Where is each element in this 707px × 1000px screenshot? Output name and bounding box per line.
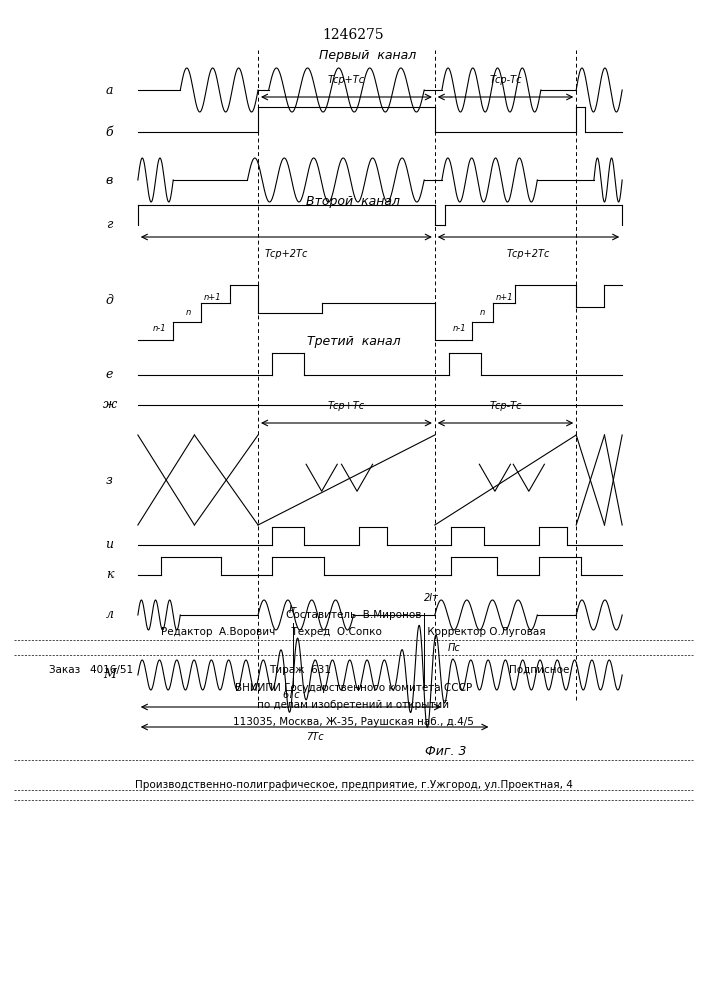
Text: n: n	[479, 308, 485, 317]
Text: 7Тс: 7Тс	[306, 732, 323, 742]
Text: д: д	[105, 294, 114, 306]
Text: к: к	[106, 568, 113, 582]
Text: по делам изобретений и открытий: по делам изобретений и открытий	[257, 700, 450, 710]
Text: Iт: Iт	[289, 605, 298, 615]
Text: в: в	[106, 174, 113, 186]
Text: Тср+2Тс: Тср+2Тс	[507, 249, 550, 259]
Text: n: n	[186, 308, 192, 317]
Text: 113035, Москва, Ж-35, Раушская наб., д.4/5: 113035, Москва, Ж-35, Раушская наб., д.4…	[233, 717, 474, 727]
Text: n-1: n-1	[452, 324, 467, 333]
Text: Третий  канал: Третий канал	[307, 336, 400, 349]
Text: Подписное: Подписное	[509, 665, 569, 675]
Text: n+1: n+1	[204, 293, 221, 302]
Text: б: б	[106, 125, 113, 138]
Text: л: л	[105, 608, 114, 621]
Text: М: М	[103, 668, 116, 682]
Text: е: е	[106, 368, 113, 381]
Text: n+1: n+1	[496, 293, 513, 302]
Text: Тср-Тс: Тср-Тс	[489, 401, 522, 411]
Text: 1246275: 1246275	[322, 28, 385, 42]
Text: и: и	[105, 538, 114, 552]
Text: Заказ   4016/51: Заказ 4016/51	[49, 665, 134, 675]
Text: ж: ж	[103, 398, 117, 412]
Text: Тср+2Тс: Тср+2Тс	[264, 249, 308, 259]
Text: з: з	[106, 474, 113, 487]
Text: Фиг. 3: Фиг. 3	[425, 745, 466, 758]
Text: г: г	[106, 219, 113, 232]
Text: Второй  канал: Второй канал	[307, 196, 400, 209]
Text: а: а	[106, 84, 113, 97]
Text: 6Тс: 6Тс	[282, 690, 300, 700]
Text: Тср-Тс: Тср-Тс	[489, 75, 522, 85]
Text: Составитель  В.Миронов: Составитель В.Миронов	[286, 610, 421, 620]
Text: ВНИИПИ Государственного комитета СССР: ВНИИПИ Государственного комитета СССР	[235, 683, 472, 693]
Text: Редактор  А.Ворович     Техред  О.Сопко              Корректор О.Луговая: Редактор А.Ворович Техред О.Сопко Коррек…	[161, 627, 546, 637]
Text: Тираж  631: Тираж 631	[269, 665, 331, 675]
Text: Тср+Тс: Тср+Тс	[328, 401, 365, 411]
Text: 2Iт: 2Iт	[424, 593, 438, 603]
Text: Пс: Пс	[448, 643, 460, 653]
Text: Производственно-полиграфическое, предприятие, г.Ужгород, ул.Проектная, 4: Производственно-полиграфическое, предпри…	[134, 780, 573, 790]
Text: Первый  канал: Первый канал	[319, 48, 416, 62]
Text: n-1: n-1	[152, 324, 166, 333]
Text: Тср+Тс: Тср+Тс	[328, 75, 365, 85]
